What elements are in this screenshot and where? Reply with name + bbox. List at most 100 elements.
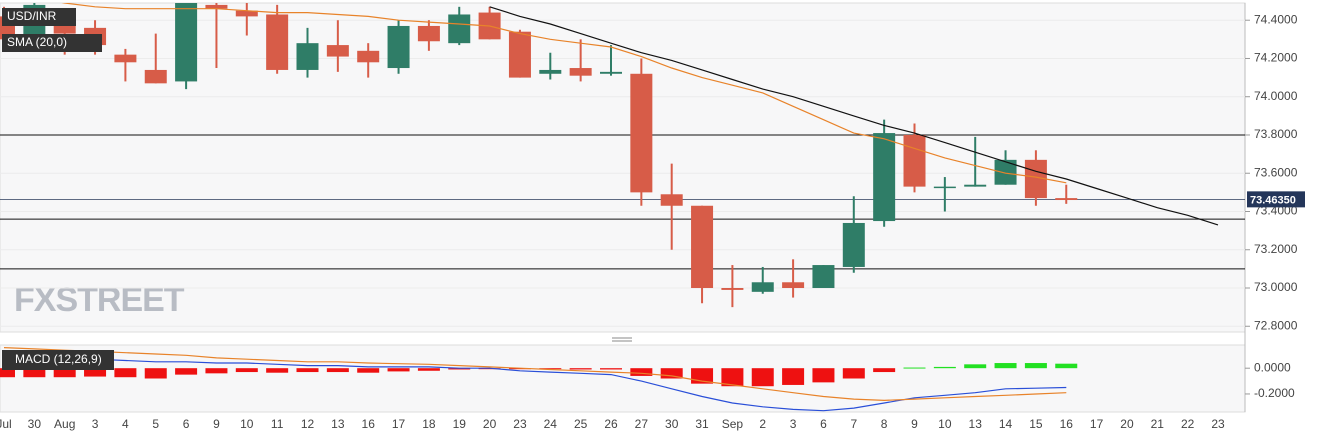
x-tick-label: 21 [1151,417,1165,431]
y-tick-label: -0.2000 [1254,386,1295,400]
candle-body [812,265,835,289]
histogram-bar [1055,363,1078,369]
histogram-bar [903,367,926,369]
histogram-bar [812,368,835,383]
x-tick-label: 13 [969,417,983,431]
x-tick-label: 20 [483,417,497,431]
x-tick-label: 9 [213,417,220,431]
candle-body [630,73,653,193]
histogram-bar [296,368,319,373]
histogram-bar [600,368,622,370]
y-tick-label: 74.4000 [1254,12,1298,26]
x-tick-label: 8 [881,417,888,431]
histogram-bar [417,368,440,371]
candle-body [903,134,926,187]
histogram-bar [842,368,865,379]
histogram-bar [84,368,107,377]
histogram-bar [782,368,805,385]
legend-label: MACD (12,26,9) [15,352,102,366]
candle-body [1055,198,1078,201]
histogram-bar [357,368,380,373]
x-tick-label: 27 [635,417,649,431]
x-tick-label: 4 [122,417,129,431]
histogram-bar [448,368,471,370]
histogram-bar [235,368,258,373]
histogram-bar [1024,363,1047,369]
y-tick-label: 73.2000 [1254,242,1298,256]
candle-body [175,3,198,82]
trend-line [489,6,1219,226]
x-tick-label: 16 [362,417,376,431]
candle-body [782,282,805,289]
histogram-bar [933,366,956,369]
x-tick-label: 6 [820,417,827,431]
x-tick-label: Jul [0,417,12,431]
x-tick-label: 23 [513,417,527,431]
histogram-bar [873,368,896,373]
histogram-bar [630,368,653,376]
candle-body [205,4,228,9]
candle-body [660,194,683,206]
candle-body [721,288,744,290]
candle-body [873,133,896,222]
candle-body [842,222,865,267]
histogram-bar [114,368,137,378]
x-tick-label: 3 [790,417,797,431]
watermark: FXSTREET [14,281,185,319]
histogram-bar [387,368,410,372]
legend-box [2,34,102,52]
legend-label: SMA (20,0) [7,35,67,49]
candle-body [964,184,987,187]
x-tick-label: 30 [665,417,679,431]
candle-body [326,45,349,57]
price-tag [1247,191,1305,208]
x-tick-label: 18 [422,417,436,431]
histogram-bar [175,368,198,375]
x-tick-label: 13 [331,417,345,431]
candle-body [417,25,440,42]
macd-panel [0,344,1246,413]
histogram-bar [964,364,987,369]
candle-body [448,14,471,44]
x-tick-label: 17 [1090,417,1104,431]
histogram-bar [23,368,46,378]
x-tick-label: Sep [722,417,744,431]
histogram-bar [205,368,228,374]
candle-body [569,68,592,76]
candle-body [933,186,956,189]
y-tick-label: 73.6000 [1254,165,1298,179]
x-tick-label: 16 [1060,417,1074,431]
candle-body [144,69,167,84]
legend-box [2,8,76,26]
y-tick-label: 73.0000 [1254,280,1298,294]
x-tick-label: 15 [1029,417,1043,431]
x-tick-label: 10 [938,417,952,431]
histogram-bar [144,368,167,379]
x-tick-label: 3 [92,417,99,431]
histogram-bar [751,368,774,387]
x-tick-label: 19 [453,417,467,431]
histogram-bar [266,368,289,373]
x-tick-label: 26 [604,417,618,431]
candle-body [508,31,531,78]
candle-body [387,25,410,69]
sma-line [61,3,1067,184]
x-tick-label: 9 [911,417,918,431]
x-tick-label: 7 [850,417,857,431]
candle-body [539,69,562,74]
candle-body [114,54,137,63]
histogram-bar [53,368,76,378]
legend-box [2,350,114,370]
x-tick-label: 22 [1181,417,1195,431]
panel-handle [612,337,632,342]
x-tick-label: 12 [301,417,315,431]
x-tick-label: 10 [240,417,254,431]
y-tick-label: 0.0000 [1254,360,1291,374]
y-tick-label: 74.0000 [1254,89,1298,103]
x-tick-label: 31 [695,417,709,431]
price-tag-label: 73.46350 [1250,194,1296,206]
macd-line [3,356,1067,412]
candle-body [691,205,714,289]
x-tick-label: 17 [392,417,406,431]
y-tick-label: 72.8000 [1254,318,1298,332]
